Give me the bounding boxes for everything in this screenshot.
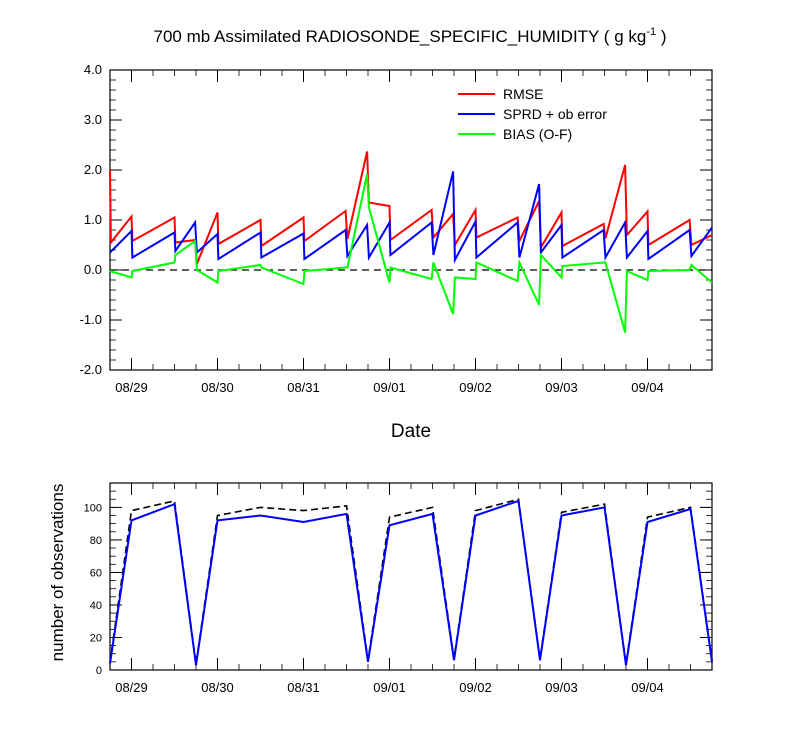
top-ytick-label: -2.0: [80, 362, 102, 377]
legend-label-0: RMSE: [503, 86, 543, 102]
bottom-ytick-label: 40: [90, 600, 102, 612]
bottom-xtick-label: 09/01: [373, 680, 406, 695]
bottom-ytick-label: 60: [90, 567, 102, 579]
top-xtick-label: 09/03: [545, 380, 578, 395]
bottom-xtick-label: 09/02: [459, 680, 492, 695]
bottom-xtick-label: 08/31: [287, 680, 320, 695]
top-series-sprd-ob-error-line: [109, 171, 713, 264]
top-xtick-label: 09/04: [631, 380, 664, 395]
top-xtick-label: 08/30: [201, 380, 234, 395]
title-main: 700 mb Assimilated RADIOSONDE_SPECIFIC_H…: [154, 27, 647, 46]
top-ytick-label: 4.0: [84, 62, 102, 77]
bottom-chart-panel: 0 20 40 60 80 100 08/29 08/30 08/31 09/01 09/02 09/…: [48, 482, 713, 695]
top-series-bias-o-f-line: [109, 173, 713, 333]
top-xtick-label: 08/29: [115, 380, 148, 395]
legend-label-1: SPRD + ob error: [503, 106, 607, 122]
top-ytick-label: 3.0: [84, 112, 102, 127]
bottom-ytick-label: 100: [84, 502, 102, 514]
bottom-xtick-label: 08/30: [201, 680, 234, 695]
top-xtick-label: 09/01: [373, 380, 406, 395]
top-chart-panel: -2.0 -1.0 0.0 1.0 2.0 3.0 4.0 08/29 08/30 08/31 09…: [80, 62, 713, 442]
top-xtick-label: 08/31: [287, 380, 320, 395]
bottom-series-assimilated-line: [109, 499, 713, 666]
top-ytick-label: 0.0: [84, 262, 102, 277]
top-x-axis-title: Date: [391, 421, 431, 442]
bottom-xtick-label: 09/03: [545, 680, 578, 695]
top-series-rmse-line: [109, 151, 713, 265]
bottom-ytick-label: 80: [90, 535, 102, 547]
bottom-ytick-label: 20: [90, 632, 102, 644]
top-ytick-label: 2.0: [84, 162, 102, 177]
top-ytick-label: -1.0: [80, 312, 102, 327]
bottom-y-axis-title: number of observations: [48, 484, 67, 662]
figure-title: 700 mb Assimilated RADIOSONDE_SPECIFIC_H…: [154, 26, 667, 46]
legend-label-2: BIAS (O-F): [503, 126, 572, 142]
title-close: ): [656, 27, 666, 46]
top-plot-frame: [109, 69, 713, 371]
top-ytick-label: 1.0: [84, 212, 102, 227]
bottom-xtick-label: 09/04: [631, 680, 664, 695]
bottom-xtick-label: 08/29: [115, 680, 148, 695]
bottom-ytick-label: 0: [96, 665, 102, 677]
title-exponent: -1: [646, 26, 656, 38]
top-xtick-label: 09/02: [459, 380, 492, 395]
